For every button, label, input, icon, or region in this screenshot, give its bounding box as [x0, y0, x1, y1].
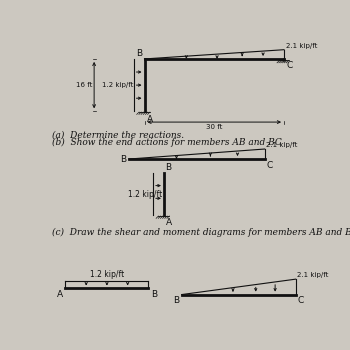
Text: C: C	[298, 296, 304, 305]
Text: 1.2 kip/ft: 1.2 kip/ft	[128, 190, 162, 198]
Text: A: A	[57, 290, 63, 299]
Text: B: B	[166, 163, 172, 172]
Text: A: A	[147, 115, 153, 124]
Text: 16 ft: 16 ft	[76, 82, 92, 88]
Text: C: C	[286, 61, 293, 70]
Text: (c)  Draw the shear and moment diagrams for members AB and BC.: (c) Draw the shear and moment diagrams f…	[51, 228, 350, 237]
Text: B: B	[136, 49, 142, 58]
Text: B: B	[173, 296, 179, 305]
Text: (a)  Determine the reactions.: (a) Determine the reactions.	[51, 131, 184, 140]
Text: B: B	[120, 155, 127, 163]
Text: 30 ft: 30 ft	[206, 124, 223, 130]
Text: 1.2 kip/ft: 1.2 kip/ft	[90, 270, 124, 279]
Text: (b)  Show the end actions for members AB and BC: (b) Show the end actions for members AB …	[51, 138, 281, 147]
Text: C: C	[267, 161, 273, 170]
Text: 2.1 kip/ft: 2.1 kip/ft	[286, 43, 317, 49]
Text: 2.1 kip/ft: 2.1 kip/ft	[297, 272, 329, 278]
Text: 2.1 kip/ft: 2.1 kip/ft	[266, 142, 298, 148]
Text: 1.2 kip/ft: 1.2 kip/ft	[102, 82, 133, 88]
Text: A: A	[166, 218, 172, 226]
Text: B: B	[151, 290, 157, 299]
